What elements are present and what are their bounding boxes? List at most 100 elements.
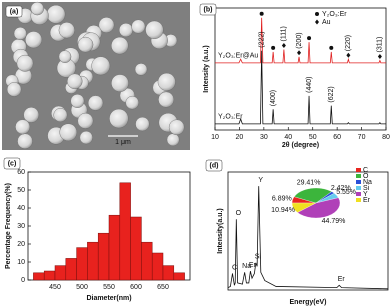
bar bbox=[108, 214, 121, 281]
particle bbox=[25, 31, 43, 49]
particle bbox=[98, 17, 115, 33]
x-tick-label: 80 bbox=[382, 134, 390, 141]
y-tick-label: 10 bbox=[17, 259, 25, 266]
particle bbox=[15, 119, 31, 135]
peak-label: (200) bbox=[296, 32, 303, 48]
panel-label: (b) bbox=[204, 6, 213, 13]
bar bbox=[43, 270, 56, 281]
x-tick-label: 50 bbox=[309, 134, 317, 141]
bar bbox=[76, 247, 88, 281]
peak-label: Er bbox=[338, 276, 346, 283]
peak-marker bbox=[377, 53, 382, 59]
peak-marker bbox=[346, 52, 351, 58]
legend-swatch bbox=[356, 192, 361, 196]
x-axis-title: Energy(eV) bbox=[290, 299, 327, 306]
particle bbox=[168, 119, 185, 136]
plot-frame bbox=[227, 171, 389, 291]
particle bbox=[23, 107, 40, 123]
y-axis-title: Percentage Frequency(%) bbox=[5, 183, 12, 269]
scale-label: 1 μm bbox=[115, 139, 131, 146]
x-axis-title: Diameter(nm) bbox=[86, 295, 131, 302]
bar bbox=[97, 232, 110, 281]
bar bbox=[119, 182, 131, 281]
x-tick-label: 20 bbox=[236, 134, 244, 141]
legend-swatch bbox=[356, 186, 361, 190]
particle bbox=[58, 50, 72, 63]
y-tick-label: 30 bbox=[17, 223, 25, 230]
panel-label: (a) bbox=[10, 8, 19, 15]
plot-frame bbox=[214, 7, 387, 131]
x-tick-label: 600 bbox=[130, 284, 142, 291]
pie-slice bbox=[293, 187, 332, 204]
spectrum-line bbox=[227, 186, 389, 290]
y-tick-label: 20 bbox=[17, 241, 25, 248]
particle bbox=[6, 82, 22, 97]
panel-label-box bbox=[199, 3, 217, 16]
legend-label: O bbox=[363, 173, 369, 180]
legend-label: C bbox=[363, 167, 368, 174]
panel-label-box bbox=[5, 5, 23, 18]
peak-label: (111) bbox=[281, 26, 288, 41]
particle bbox=[53, 108, 68, 123]
x-tick-label: 650 bbox=[157, 284, 169, 291]
pie-value-label: 10.94% bbox=[271, 207, 295, 214]
legend-marker bbox=[315, 12, 319, 16]
bar bbox=[151, 252, 164, 281]
particle bbox=[158, 91, 175, 108]
x-tick-label: 550 bbox=[103, 284, 115, 291]
particle bbox=[87, 95, 104, 111]
peak-label: (622) bbox=[328, 86, 335, 102]
peak-label: (400) bbox=[270, 90, 277, 106]
bar bbox=[65, 258, 77, 281]
particle bbox=[125, 95, 139, 110]
x-tick-label: 10 bbox=[211, 134, 219, 141]
particle bbox=[145, 20, 164, 39]
peak-marker bbox=[307, 36, 312, 41]
series-label: Y₂O₃:Er bbox=[218, 114, 243, 121]
y-axis-title: Intensity(a.u.) bbox=[217, 208, 224, 254]
series-label: Y₂O₃:Er@Au bbox=[218, 53, 258, 60]
y-tick-label: 0 bbox=[21, 277, 25, 284]
particle bbox=[166, 133, 180, 147]
particle bbox=[16, 54, 34, 72]
legend-swatch bbox=[356, 198, 361, 202]
peak-label: (222) bbox=[259, 31, 266, 47]
particle bbox=[67, 73, 83, 90]
pie-value-label: 29.41% bbox=[297, 179, 321, 186]
pie-value-label: 44.79% bbox=[322, 218, 346, 225]
legend-label: Er bbox=[363, 197, 371, 204]
panel-label: (d) bbox=[210, 162, 219, 169]
particle bbox=[13, 27, 27, 41]
legend-label: Na bbox=[363, 179, 372, 186]
x-tick-label: 500 bbox=[76, 284, 88, 291]
x-tick-label: 30 bbox=[260, 134, 268, 141]
pie-slice bbox=[297, 197, 341, 219]
peak-marker bbox=[297, 50, 302, 56]
spectrum-line bbox=[215, 50, 386, 125]
legend-label: Au bbox=[322, 19, 331, 26]
particle bbox=[111, 74, 129, 92]
particle bbox=[77, 112, 94, 129]
legend-swatch bbox=[356, 168, 361, 172]
particle bbox=[157, 72, 176, 91]
particle bbox=[109, 108, 129, 129]
legend-label: Y₂O₃:Er bbox=[322, 11, 347, 18]
bar bbox=[87, 241, 99, 281]
particle bbox=[77, 36, 94, 53]
particle bbox=[134, 63, 148, 76]
particle bbox=[70, 94, 85, 108]
pie-value-label: 2.42% bbox=[331, 185, 351, 192]
pie-slice bbox=[291, 202, 317, 213]
peak-marker bbox=[259, 11, 264, 16]
particle bbox=[46, 4, 66, 24]
x-tick-label: 450 bbox=[49, 284, 61, 291]
x-tick-label: 40 bbox=[284, 134, 292, 141]
peak-label: Na bbox=[242, 263, 251, 270]
legend-swatch bbox=[356, 180, 361, 184]
bar bbox=[162, 265, 175, 281]
peak-label: Y bbox=[258, 177, 263, 184]
particle bbox=[111, 36, 129, 55]
pie-value-label: 5.55% bbox=[336, 189, 356, 196]
y-tick-label: 40 bbox=[17, 205, 25, 212]
